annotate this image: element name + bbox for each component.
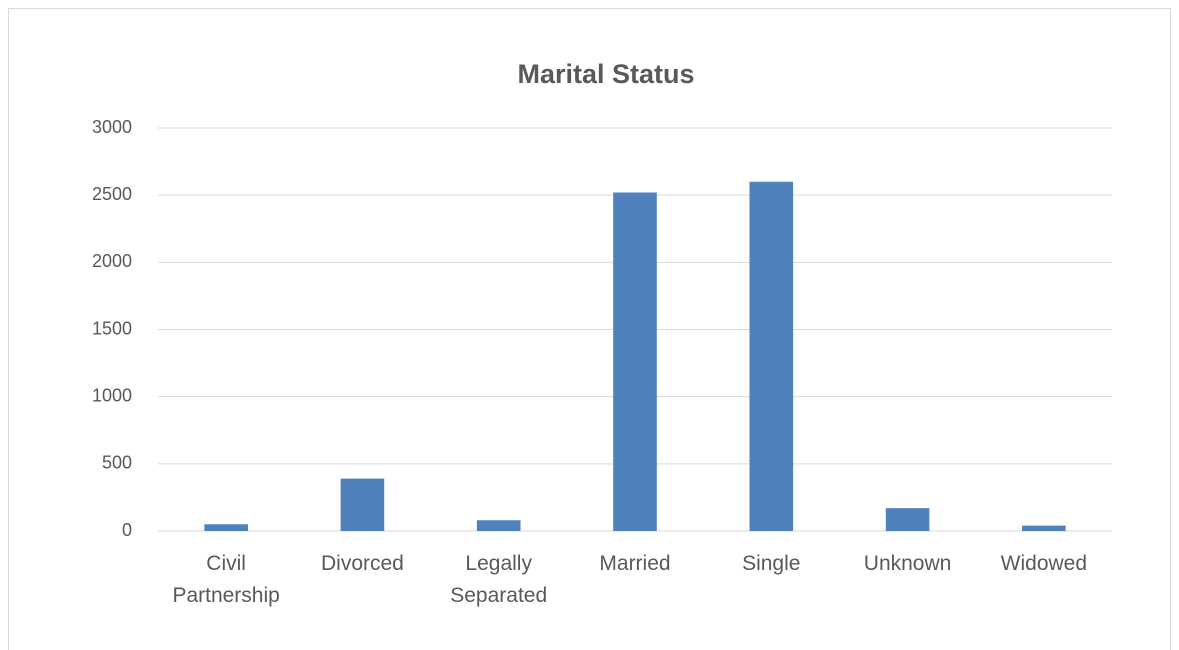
bar [340, 478, 385, 531]
y-tick-label: 2500 [92, 184, 132, 204]
bar [204, 524, 248, 531]
bar [1022, 525, 1066, 531]
chart-title: Marital Status [517, 59, 694, 89]
x-tick-label: Single [742, 552, 801, 575]
x-tick-label: Unknown [863, 552, 952, 575]
y-tick-label: 1000 [92, 385, 132, 405]
bar [613, 192, 657, 532]
y-tick-label: 0 [122, 520, 132, 540]
y-tick-label: 500 [102, 453, 132, 473]
x-tick-label: Civil Partnership [172, 552, 280, 607]
y-tick-label: 2000 [92, 251, 132, 271]
y-tick-label: 1500 [92, 318, 132, 338]
bar [885, 508, 930, 531]
x-tick-label: Divorced [320, 552, 404, 575]
x-tick-label: Married [599, 552, 671, 575]
x-tick-label: Widowed [1000, 552, 1088, 575]
x-tick-label: Legally Separated [450, 552, 548, 607]
bar [749, 181, 794, 531]
y-tick-label: 3000 [92, 117, 132, 137]
bar [476, 520, 521, 531]
chart-frame [8, 8, 1171, 650]
